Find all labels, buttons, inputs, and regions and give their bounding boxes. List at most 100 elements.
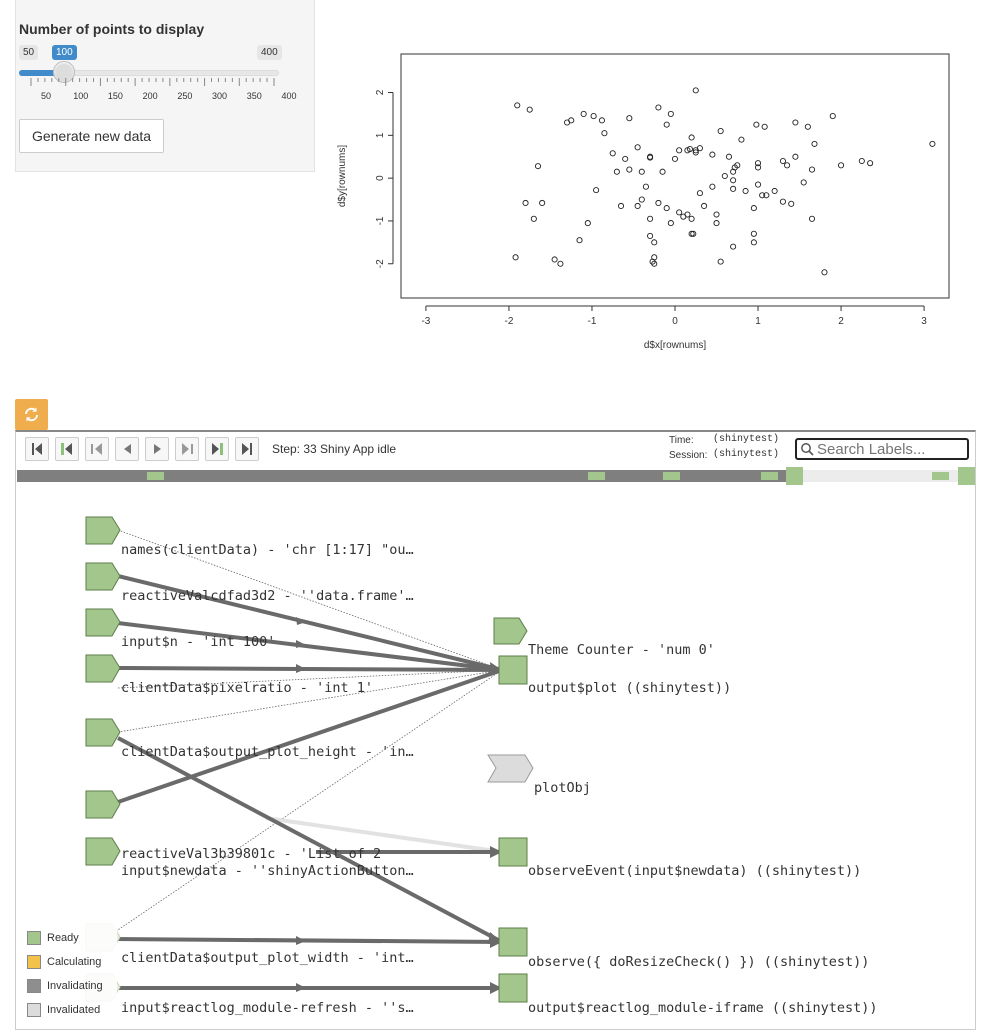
data-point	[647, 232, 654, 239]
step-status: Step: 33 Shiny App idle	[272, 442, 396, 456]
prev-step-button[interactable]	[115, 437, 139, 461]
observe-resize-node[interactable]	[498, 927, 528, 957]
slider-tick-label: 50	[40, 91, 52, 101]
prev-icon	[124, 444, 131, 454]
refresh-button[interactable]	[15, 399, 48, 430]
data-point	[617, 202, 625, 210]
data-point	[676, 209, 683, 216]
next-user-mark-button[interactable]	[205, 437, 229, 461]
node-label: output$plot ((shinytest))	[528, 680, 732, 696]
data-point	[738, 136, 745, 143]
source-node[interactable]	[85, 837, 121, 866]
first-step-button[interactable]	[25, 437, 49, 461]
slider-tick-label: 350	[246, 91, 262, 101]
data-point	[838, 162, 845, 169]
search-input[interactable]	[817, 440, 965, 458]
timeline-mark[interactable]	[147, 472, 164, 480]
timeline-bar[interactable]	[17, 467, 975, 485]
data-point	[598, 117, 605, 124]
data-point	[647, 215, 654, 222]
prev-idle-icon	[91, 443, 102, 455]
graph-edge	[117, 621, 503, 672]
x-tick-label: -3	[421, 316, 430, 327]
timeline-current[interactable]	[786, 467, 803, 485]
data-point	[754, 160, 762, 167]
legend-swatch	[27, 1003, 41, 1017]
slider-title: Number of points to display	[19, 21, 205, 37]
slider-tick-label: 200	[142, 91, 158, 101]
x-tick-label: -2	[504, 316, 513, 327]
step-counter: Step: 33	[272, 442, 317, 456]
y-tick-label: -1	[375, 216, 386, 225]
data-point	[659, 168, 666, 175]
slider-tick-label: 250	[177, 91, 193, 101]
data-point	[688, 230, 695, 237]
last-step-button[interactable]	[235, 437, 259, 461]
y-tick-label: 1	[375, 132, 386, 138]
data-point	[584, 220, 591, 227]
data-point	[804, 123, 811, 130]
data-point	[771, 187, 778, 195]
data-point	[742, 187, 749, 195]
data-point	[655, 199, 662, 207]
data-point	[717, 128, 724, 135]
legend-label: Ready	[47, 932, 79, 944]
data-point	[692, 87, 699, 94]
data-point	[717, 258, 724, 265]
scatter-plot: -3 -2 -1 0 1 2 3 -2 -1 0 1 2 d$x[rownums] d$y[rownu…	[337, 53, 950, 351]
theme-counter-node[interactable]	[493, 617, 528, 645]
y-tick-label: 2	[375, 89, 386, 95]
source-node[interactable]	[85, 718, 121, 747]
output-plot-node[interactable]	[498, 655, 528, 685]
data-point	[667, 220, 674, 227]
graph-edge	[117, 669, 503, 689]
next-step-button[interactable]	[145, 437, 169, 461]
timeline-mark[interactable]	[663, 472, 680, 480]
x-tick-label: 1	[755, 316, 761, 327]
app-status: Shiny App idle	[320, 442, 397, 456]
x-axis-label: d$x[rownums]	[644, 340, 706, 351]
data-point	[551, 256, 558, 263]
legend-label: Calculating	[47, 956, 102, 968]
node-label: input$newdata - ''shinyActionButton…	[121, 863, 414, 879]
data-point	[800, 179, 807, 186]
search-box[interactable]	[795, 438, 969, 460]
node-label: output$reactlog_module-iframe ((shinytes…	[528, 1000, 878, 1016]
observeevent-node[interactable]	[498, 837, 528, 867]
timeline-mark[interactable]	[932, 472, 949, 480]
prev-user-mark-button[interactable]	[55, 437, 79, 461]
slider-max-label: 400	[257, 45, 282, 60]
arrow-head	[490, 936, 502, 948]
graph-edge	[117, 574, 503, 672]
source-node[interactable]	[85, 654, 121, 683]
prev-idle-button[interactable]	[85, 437, 109, 461]
source-node[interactable]	[85, 790, 121, 819]
legend-swatch	[27, 955, 41, 969]
plotobj-node[interactable]	[487, 754, 534, 783]
slider-handle[interactable]	[53, 61, 75, 83]
node-label: Theme Counter - 'num 0'	[528, 642, 715, 658]
data-point	[759, 192, 766, 199]
timeline-mark[interactable]	[588, 472, 605, 480]
data-point	[638, 168, 645, 175]
source-node[interactable]	[85, 516, 121, 545]
x-tick-label: -1	[588, 316, 597, 327]
data-point	[761, 123, 768, 130]
output-iframe-node[interactable]	[498, 973, 528, 1003]
search-icon	[801, 443, 814, 456]
data-point	[821, 269, 828, 276]
timeline-mark[interactable]	[761, 472, 778, 480]
data-point	[613, 168, 620, 175]
prev-mark-icon	[61, 443, 72, 455]
generate-data-button[interactable]: Generate new data	[19, 119, 164, 153]
edge-marker	[296, 617, 306, 625]
source-node[interactable]	[85, 562, 121, 591]
timeline-end[interactable]	[958, 467, 975, 485]
time-label: Time:	[669, 435, 694, 446]
source-node[interactable]	[85, 608, 121, 637]
next-idle-button[interactable]	[175, 437, 199, 461]
data-point	[696, 190, 703, 197]
slider-ticks	[30, 78, 275, 86]
data-point	[690, 230, 697, 237]
data-point	[601, 130, 608, 137]
